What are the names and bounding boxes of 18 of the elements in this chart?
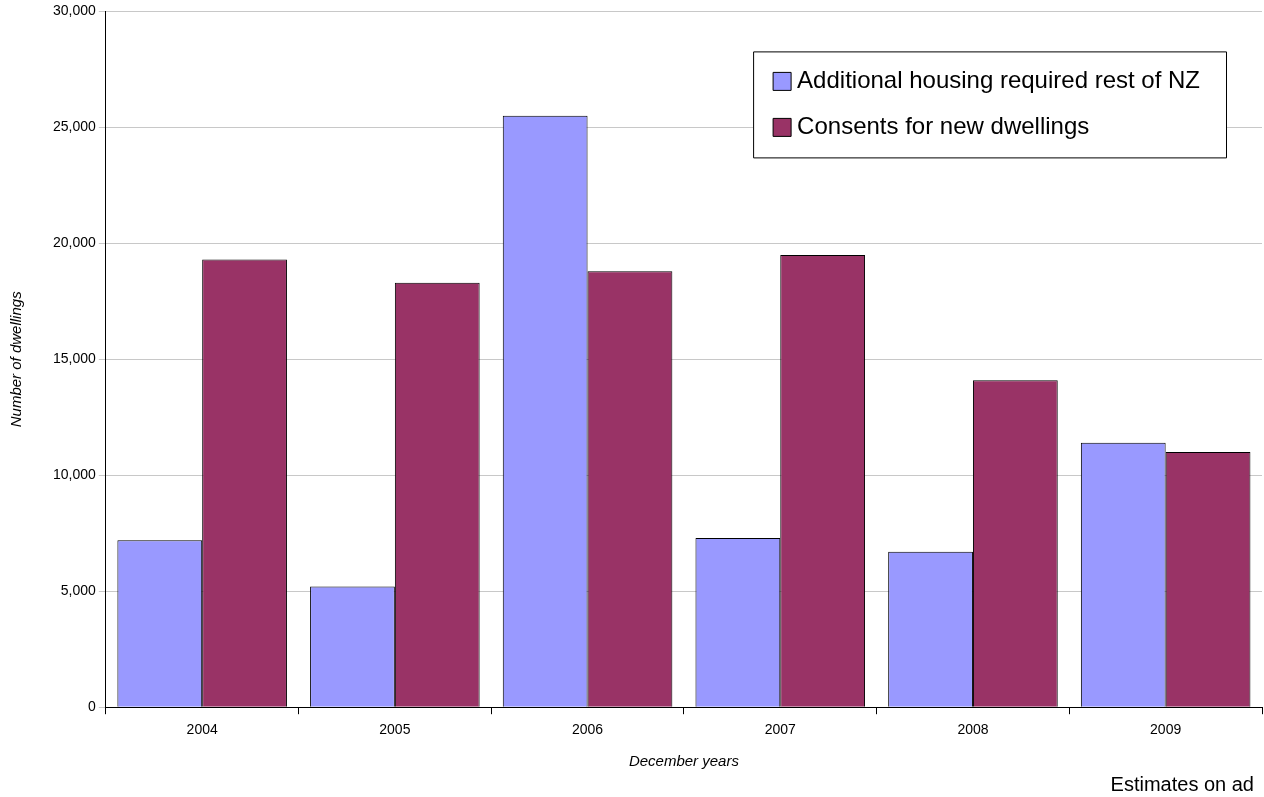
x-tick-label: 2004 [186,721,218,738]
text: Estimates on ad [1110,772,1254,795]
x-tick-label: 2005 [379,721,411,738]
y-tick-label: 30,000 [52,2,97,19]
x-axis-title: December years [628,752,740,770]
x-tick-label: 2009 [1150,721,1182,738]
y-tick-label: 15,000 [52,350,97,367]
y-tick-label: 10,000 [52,466,97,483]
legend-label: Consents for new dwellings [797,112,1090,140]
y-tick-label: 20,000 [52,234,97,251]
x-tick-label: 2006 [571,721,604,738]
y-tick-label: 0 [88,698,97,715]
x-tick-label: 2007 [764,721,797,738]
y-tick-label: 5,000 [60,582,97,599]
y-tick-label: 25,000 [52,118,97,135]
y-axis-title: Number of dwellings [7,290,25,428]
legend-label: Additional housing required rest of NZ [797,66,1200,94]
x-tick-label: 2008 [957,721,989,738]
